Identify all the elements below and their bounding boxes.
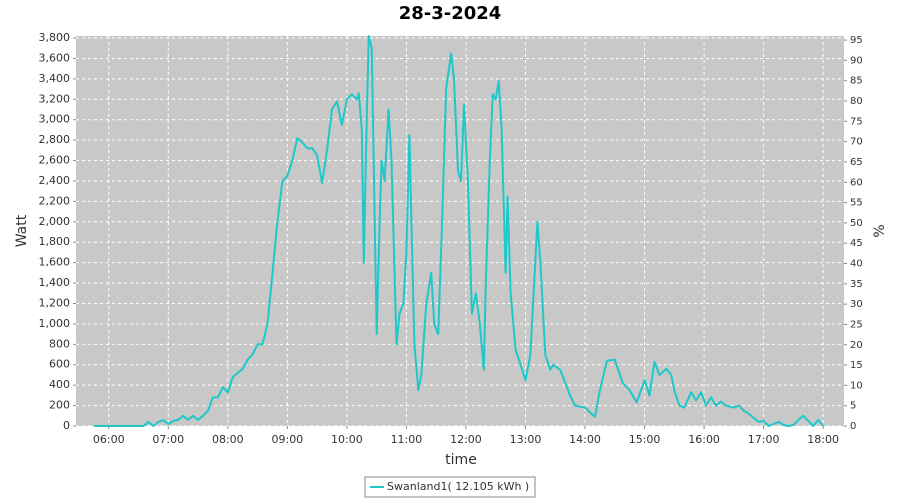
x-tick-label: 06:00 [93, 433, 125, 446]
y2-tick-label: 5 [850, 401, 856, 412]
x-tick-label: 16:00 [688, 433, 720, 446]
y2-tick-label: 35 [850, 279, 863, 290]
y2-tick-label: 60 [850, 177, 863, 188]
legend-box [364, 476, 536, 498]
y-axis-label: Watt [14, 214, 30, 247]
x-tick-label: 10:00 [331, 433, 363, 446]
y-tick-label: 1,400 [39, 276, 71, 289]
y2-tick-label: 65 [850, 157, 863, 168]
y2-tick-label: 90 [850, 55, 863, 66]
y-tick-label: 200 [49, 399, 70, 412]
y2-tick-label: 20 [850, 340, 863, 351]
x-tick-label: 17:00 [748, 433, 780, 446]
y2-tick-label: 95 [850, 35, 863, 46]
y2-tick-label: 75 [850, 116, 863, 127]
y-tick-label: 3,800 [39, 31, 71, 44]
y-tick-label: 1,200 [39, 296, 71, 309]
y-tick-label: 2,000 [39, 215, 71, 228]
x-tick-label: 15:00 [629, 433, 661, 446]
x-axis-label: time [445, 452, 477, 468]
legend-label: Swanland1( 12.105 kWh ) [387, 480, 529, 493]
x-tick-label: 14:00 [569, 433, 601, 446]
series-line [93, 35, 824, 427]
y-tick-label: 1,000 [39, 317, 71, 330]
y-tick-label: 400 [49, 378, 70, 391]
y2-tick-label: 80 [850, 96, 863, 107]
y2-tick-label: 0 [850, 421, 856, 432]
chart-title: 28-3-2024 [399, 3, 502, 24]
y2-tick-label: 10 [850, 380, 863, 391]
y-tick-label: 3,600 [39, 51, 71, 64]
y-tick-label: 0 [63, 419, 70, 432]
y2-tick-label: 15 [850, 360, 863, 371]
y-tick-label: 3,200 [39, 92, 71, 105]
y2-tick-label: 45 [850, 238, 863, 249]
y-tick-label: 3,000 [39, 113, 71, 126]
y2-tick-label: 25 [850, 319, 863, 330]
x-tick-label: 08:00 [212, 433, 244, 446]
y-tick-label: 2,200 [39, 194, 71, 207]
y2-tick-label: 85 [850, 76, 863, 87]
y-tick-label: 600 [49, 358, 70, 371]
y2-tick-label: 70 [850, 137, 863, 148]
y-tick-label: 2,400 [39, 174, 71, 187]
y-tick-label: 800 [49, 337, 70, 350]
y2-tick-label: 55 [850, 198, 863, 209]
y2-tick-label: 50 [850, 218, 863, 229]
x-tick-label: 18:00 [807, 433, 839, 446]
x-tick-label: 12:00 [450, 433, 482, 446]
y-tick-label: 2,600 [39, 154, 71, 167]
x-tick-label: 09:00 [271, 433, 303, 446]
x-tick-label: 13:00 [510, 433, 542, 446]
x-tick-label: 07:00 [152, 433, 184, 446]
x-tick-label: 11:00 [391, 433, 423, 446]
y2-axis-label: % [872, 224, 888, 237]
plot-area [76, 36, 844, 426]
y-tick-label: 3,400 [39, 72, 71, 85]
y2-tick-label: 30 [850, 299, 863, 310]
y-tick-label: 2,800 [39, 133, 71, 146]
y2-tick-label: 40 [850, 259, 863, 270]
y-tick-label: 1,800 [39, 235, 71, 248]
y-tick-label: 1,600 [39, 256, 71, 269]
